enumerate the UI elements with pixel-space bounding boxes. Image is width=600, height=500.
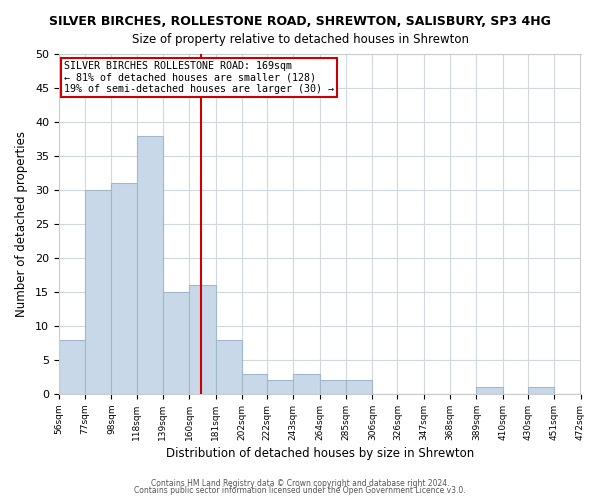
Text: Size of property relative to detached houses in Shrewton: Size of property relative to detached ho… — [131, 32, 469, 46]
Bar — [346, 380, 373, 394]
Bar — [163, 292, 189, 394]
Bar — [112, 183, 137, 394]
Bar — [189, 285, 215, 394]
Bar — [528, 387, 554, 394]
Bar — [59, 340, 85, 394]
X-axis label: Distribution of detached houses by size in Shrewton: Distribution of detached houses by size … — [166, 447, 474, 460]
Text: SILVER BIRCHES ROLLESTONE ROAD: 169sqm
← 81% of detached houses are smaller (128: SILVER BIRCHES ROLLESTONE ROAD: 169sqm ←… — [64, 61, 334, 94]
Text: Contains public sector information licensed under the Open Government Licence v3: Contains public sector information licen… — [134, 486, 466, 495]
Y-axis label: Number of detached properties: Number of detached properties — [15, 131, 28, 317]
Bar — [85, 190, 112, 394]
Text: SILVER BIRCHES, ROLLESTONE ROAD, SHREWTON, SALISBURY, SP3 4HG: SILVER BIRCHES, ROLLESTONE ROAD, SHREWTO… — [49, 15, 551, 28]
Bar — [215, 340, 242, 394]
Bar — [476, 387, 503, 394]
Bar — [293, 374, 320, 394]
Bar — [137, 136, 163, 394]
Bar — [320, 380, 346, 394]
Text: Contains HM Land Registry data © Crown copyright and database right 2024.: Contains HM Land Registry data © Crown c… — [151, 478, 449, 488]
Bar — [242, 374, 267, 394]
Bar — [267, 380, 293, 394]
